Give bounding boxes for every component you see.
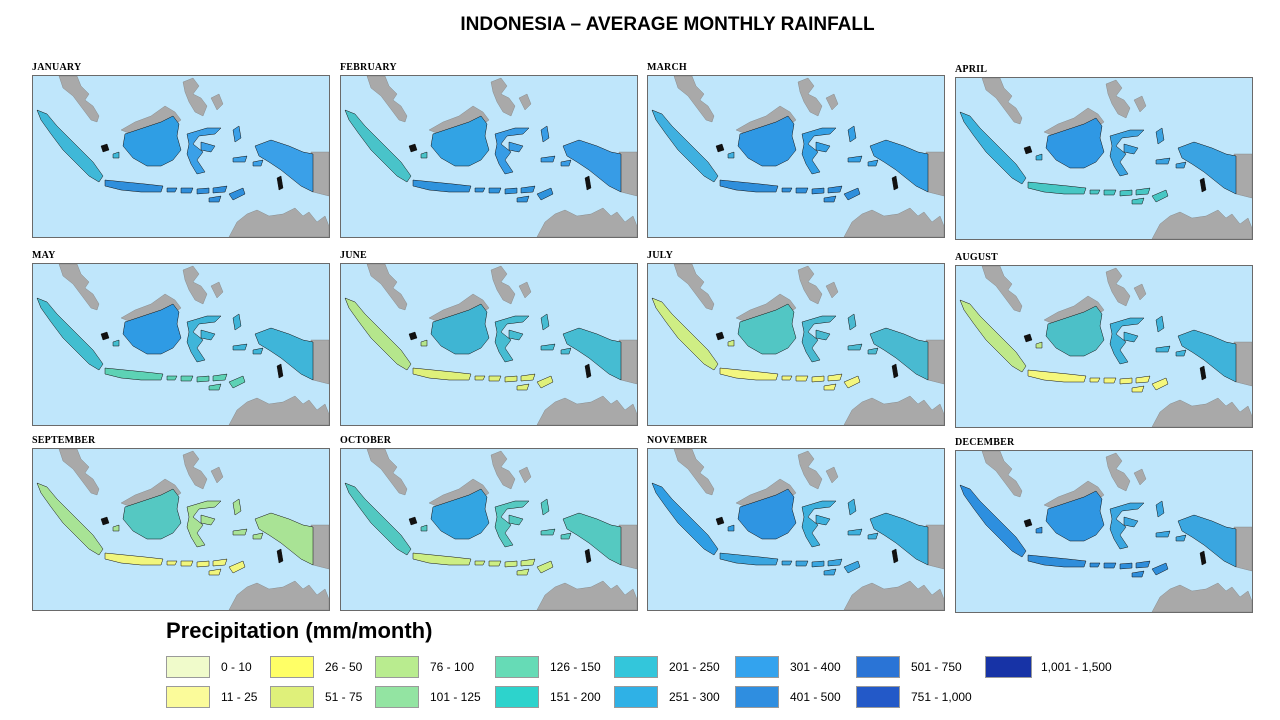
legend-swatch	[985, 656, 1032, 678]
indonesia-map	[648, 76, 944, 237]
rainfall-map-july	[647, 263, 945, 426]
legend-label: 51 - 75	[325, 690, 363, 704]
month-label: JUNE	[340, 250, 367, 261]
month-label: JANUARY	[32, 62, 82, 73]
rainfall-map-june	[340, 263, 638, 426]
month-label: MARCH	[647, 62, 687, 73]
legend-label: 76 - 100	[430, 660, 475, 674]
indonesia-map	[33, 449, 329, 610]
month-label: NOVEMBER	[647, 435, 708, 446]
page-title: INDONESIA – AVERAGE MONTHLY RAINFALL	[460, 14, 875, 35]
legend-label: 126 - 150	[550, 660, 601, 674]
month-label: DECEMBER	[955, 437, 1015, 448]
rainfall-map-february	[340, 75, 638, 238]
month-label: SEPTEMBER	[32, 435, 96, 446]
legend-swatch	[495, 656, 539, 678]
legend-label: 26 - 50	[325, 660, 363, 674]
legend-swatch	[166, 686, 210, 708]
indonesia-map	[33, 264, 329, 425]
indonesia-map	[648, 264, 944, 425]
neighbor-land	[673, 264, 944, 425]
rainfall-map-november	[647, 448, 945, 611]
rainfall-map-may	[32, 263, 330, 426]
legend-label: 251 - 300	[669, 690, 720, 704]
legend-swatch	[614, 656, 658, 678]
indonesia-land	[344, 109, 622, 203]
indonesia-map	[341, 76, 637, 237]
indonesia-map	[341, 264, 637, 425]
indonesia-land	[651, 109, 929, 203]
legend-label: 301 - 400	[790, 660, 841, 674]
indonesia-map	[648, 449, 944, 610]
neighbor-land	[58, 264, 329, 425]
month-label: APRIL	[955, 64, 988, 75]
neighbor-land	[981, 451, 1252, 612]
neighbor-land	[366, 264, 637, 425]
rainfall-map-april	[955, 77, 1253, 240]
legend-label: 501 - 750	[911, 660, 962, 674]
indonesia-land	[344, 297, 622, 391]
neighbor-land	[981, 78, 1252, 239]
legend-label: 1,001 - 1,500	[1041, 660, 1112, 674]
indonesia-map	[956, 266, 1252, 427]
month-label: FEBRUARY	[340, 62, 397, 73]
month-label: OCTOBER	[340, 435, 392, 446]
rainfall-map-october	[340, 448, 638, 611]
legend-label: 401 - 500	[790, 690, 841, 704]
indonesia-land	[36, 482, 314, 576]
neighbor-land	[981, 266, 1252, 427]
legend-swatch	[495, 686, 539, 708]
indonesia-map	[341, 449, 637, 610]
legend-swatch	[856, 656, 900, 678]
indonesia-land	[959, 299, 1237, 393]
rainfall-map-december	[955, 450, 1253, 613]
indonesia-land	[959, 111, 1237, 205]
neighbor-land	[366, 76, 637, 237]
rainfall-map-august	[955, 265, 1253, 428]
legend-swatch	[735, 686, 779, 708]
legend-swatch	[375, 656, 419, 678]
legend-swatch	[735, 656, 779, 678]
month-label: AUGUST	[955, 252, 998, 263]
rainfall-map-january	[32, 75, 330, 238]
legend-label: 0 - 10	[221, 660, 252, 674]
legend-label: 201 - 250	[669, 660, 720, 674]
rainfall-map-march	[647, 75, 945, 238]
indonesia-land	[36, 109, 314, 203]
legend-title: Precipitation (mm/month)	[166, 618, 433, 643]
legend-label: 11 - 25	[221, 690, 258, 704]
indonesia-map	[956, 78, 1252, 239]
indonesia-map	[33, 76, 329, 237]
legend-swatch	[270, 686, 314, 708]
neighbor-land	[58, 76, 329, 237]
legend-swatch	[856, 686, 900, 708]
legend-swatch	[614, 686, 658, 708]
neighbor-land	[366, 449, 637, 610]
rainfall-map-september	[32, 448, 330, 611]
legend-swatch	[166, 656, 210, 678]
indonesia-land	[344, 482, 622, 576]
neighbor-land	[58, 449, 329, 610]
indonesia-land	[651, 297, 929, 391]
legend-label: 151 - 200	[550, 690, 601, 704]
neighbor-land	[673, 449, 944, 610]
legend-label: 751 - 1,000	[911, 690, 972, 704]
legend-label: 101 - 125	[430, 690, 481, 704]
indonesia-land	[959, 484, 1237, 578]
month-label: MAY	[32, 250, 56, 261]
neighbor-land	[673, 76, 944, 237]
indonesia-map	[956, 451, 1252, 612]
indonesia-land	[651, 482, 929, 576]
indonesia-land	[36, 297, 314, 391]
month-label: JULY	[647, 250, 673, 261]
legend-swatch	[270, 656, 314, 678]
legend-swatch	[375, 686, 419, 708]
